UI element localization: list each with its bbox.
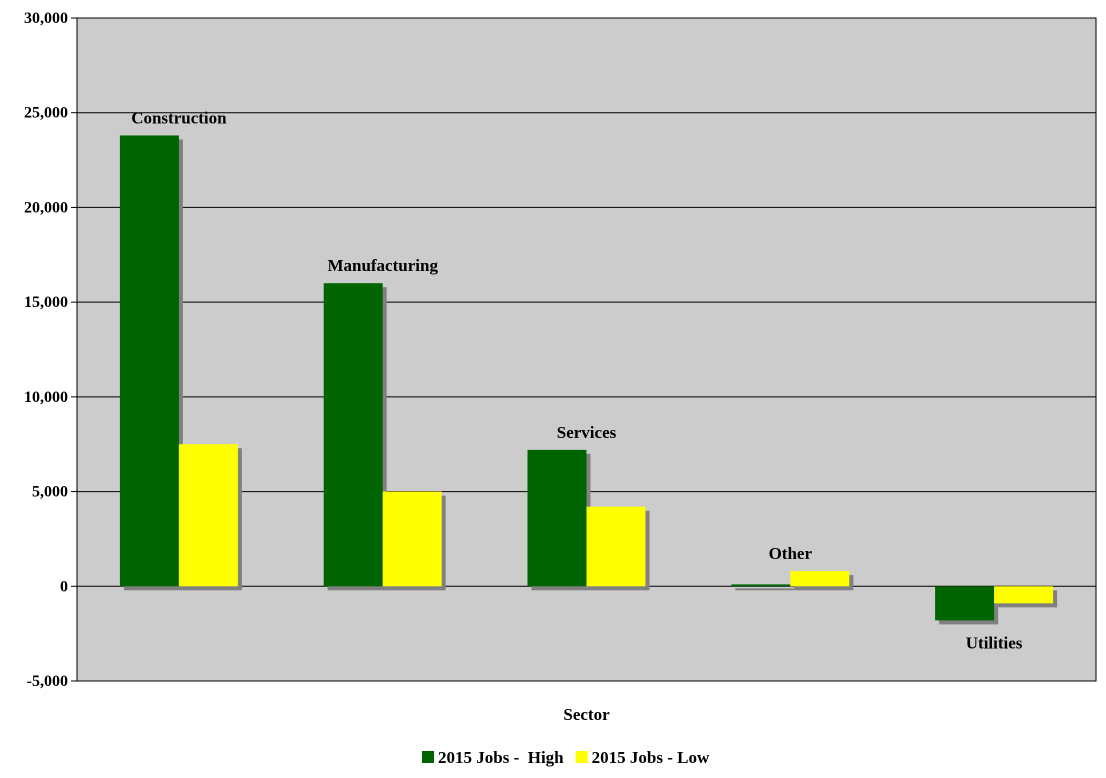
y-tick-label: 5,000 bbox=[32, 484, 68, 501]
bar-2015-jobs-low-services bbox=[586, 506, 646, 587]
category-label-other: Other bbox=[769, 544, 813, 563]
x-axis-title: Sector bbox=[563, 705, 610, 724]
bar-2015-jobs-high-construction bbox=[119, 135, 179, 587]
category-label-construction: Construction bbox=[131, 108, 227, 127]
legend-label-2015-jobs-low: 2015 Jobs - Low bbox=[592, 748, 710, 767]
bar-2015-jobs-high-manufacturing bbox=[323, 283, 383, 587]
bars bbox=[119, 135, 1058, 625]
y-tick-label: 15,000 bbox=[24, 294, 68, 311]
bar-2015-jobs-high-other bbox=[731, 584, 791, 587]
bar-2015-jobs-low-other bbox=[790, 571, 850, 587]
bar-shadow bbox=[735, 588, 795, 591]
category-labels: Construction Manufacturing Services Other Ut… bbox=[131, 108, 1023, 652]
bar-2015-jobs-high-utilities bbox=[935, 586, 995, 621]
legend-swatch-2015-jobs-high bbox=[422, 751, 434, 763]
y-tick-label: 0 bbox=[60, 578, 68, 595]
category-label-services: Services bbox=[557, 423, 617, 442]
bar-2015-jobs-low-utilities bbox=[994, 586, 1054, 604]
y-tick-label: -5,000 bbox=[27, 673, 68, 690]
y-tick-label: 10,000 bbox=[24, 389, 68, 406]
bar-2015-jobs-low-manufacturing bbox=[382, 491, 442, 587]
bar-2015-jobs-low-construction bbox=[178, 444, 238, 587]
legend-swatch-2015-jobs-low bbox=[575, 751, 588, 763]
legend: 2015 Jobs - High 2015 Jobs - Low bbox=[422, 748, 710, 767]
y-tick-label: 25,000 bbox=[24, 105, 68, 122]
y-tick-label: 20,000 bbox=[24, 199, 68, 216]
legend-label-2015-jobs-high: 2015 Jobs - High bbox=[438, 748, 564, 767]
y-axis-ticks: 30,000 25,000 20,000 15,000 10,000 5,000 0 -5,0… bbox=[24, 10, 77, 690]
y-tick-label: 30,000 bbox=[24, 10, 68, 27]
category-label-utilities: Utilities bbox=[966, 633, 1023, 652]
category-label-manufacturing: Manufacturing bbox=[327, 256, 438, 275]
bar-2015-jobs-high-services bbox=[527, 449, 587, 587]
